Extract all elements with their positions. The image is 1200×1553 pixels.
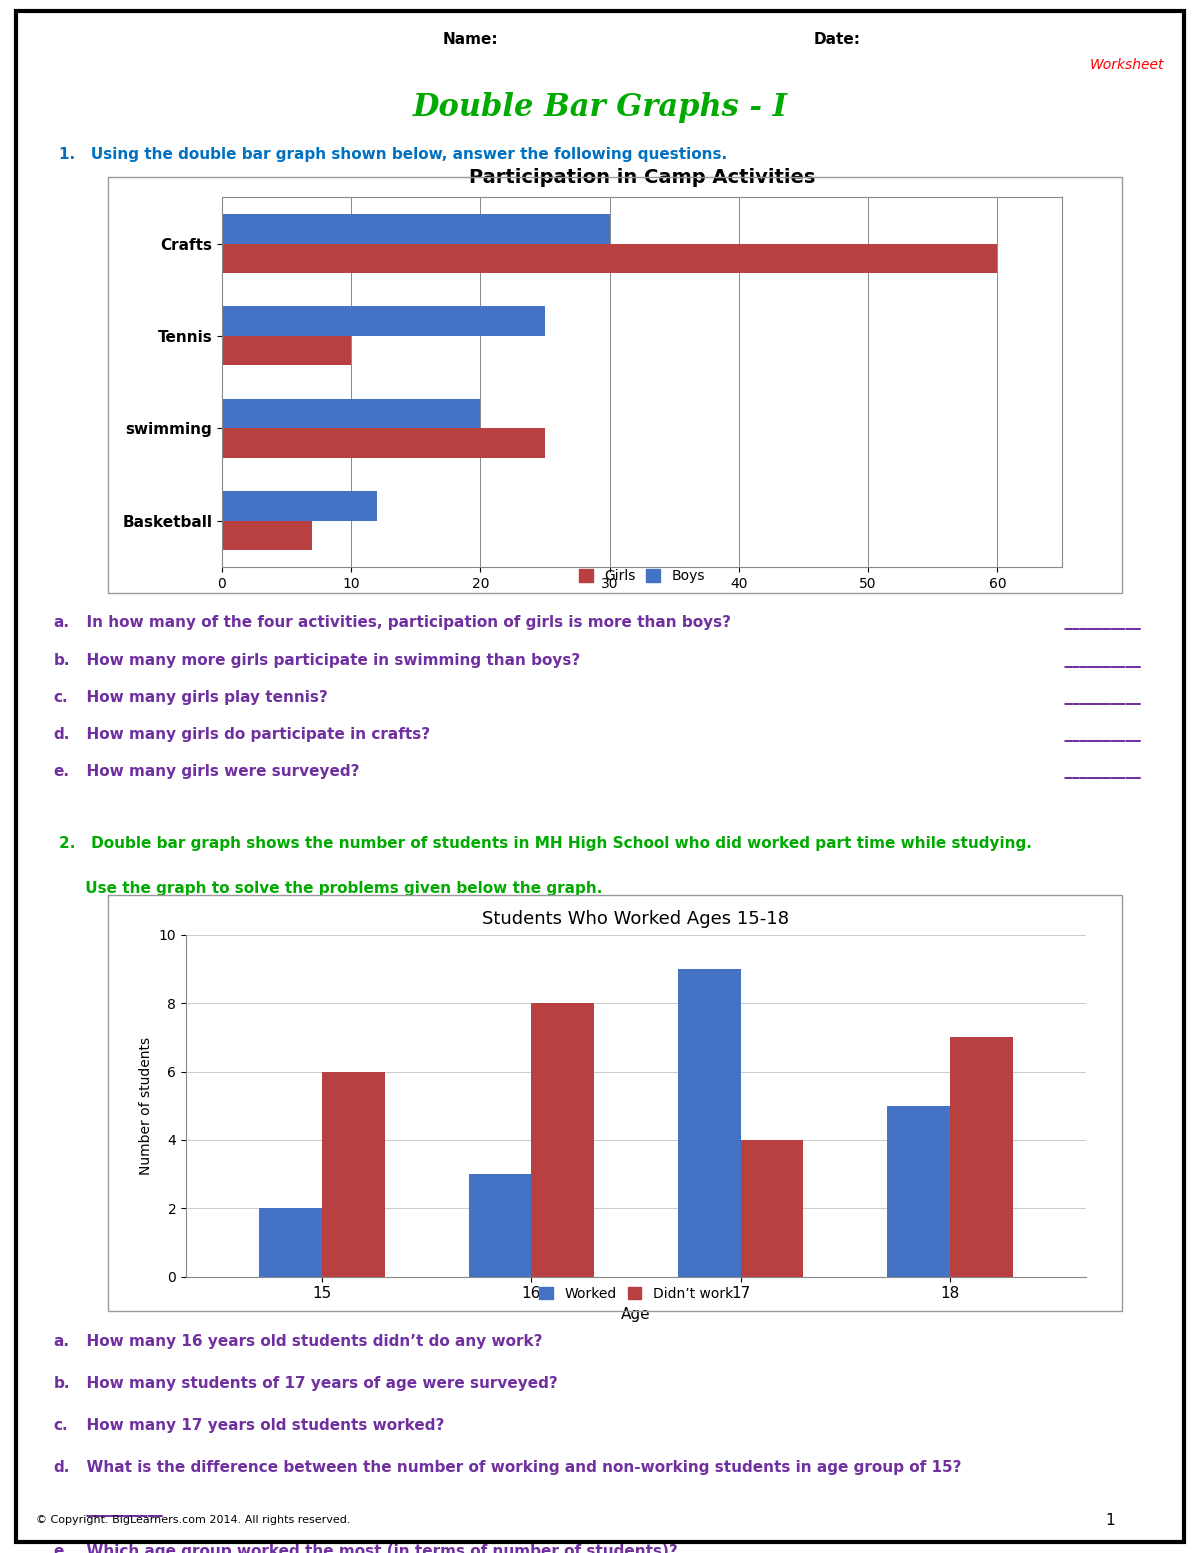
Text: c.: c. bbox=[54, 690, 68, 705]
Text: Date:: Date: bbox=[814, 33, 862, 47]
Text: c.: c. bbox=[54, 1418, 68, 1433]
Legend: Worked, Didn’t work: Worked, Didn’t work bbox=[539, 1286, 733, 1301]
Bar bbox=[222, 306, 545, 335]
Text: __________: __________ bbox=[76, 1502, 162, 1517]
Text: How many 16 years old students didn’t do any work?: How many 16 years old students didn’t do… bbox=[76, 1334, 542, 1350]
Text: a.: a. bbox=[54, 1334, 70, 1350]
Text: How many girls were surveyed?: How many girls were surveyed? bbox=[76, 764, 359, 780]
Text: __________: __________ bbox=[1055, 690, 1141, 705]
Text: How many students of 17 years of age were surveyed?: How many students of 17 years of age wer… bbox=[76, 1376, 557, 1391]
Text: 2.   Double bar graph shows the number of students in MH High School who did wor: 2. Double bar graph shows the number of … bbox=[59, 836, 1032, 851]
Text: a.: a. bbox=[54, 615, 70, 631]
Text: Use the graph to solve the problems given below the graph.: Use the graph to solve the problems give… bbox=[59, 881, 602, 896]
Text: Which age group worked the most (in terms of number of students)?: Which age group worked the most (in term… bbox=[76, 1544, 677, 1553]
Text: d.: d. bbox=[54, 1460, 70, 1475]
Bar bbox=[222, 520, 312, 550]
Text: Name:: Name: bbox=[443, 33, 498, 47]
Bar bbox=[259, 1208, 322, 1277]
Title: Students Who Worked Ages 15-18: Students Who Worked Ages 15-18 bbox=[482, 910, 790, 927]
Text: __________: __________ bbox=[1055, 615, 1141, 631]
Text: e.: e. bbox=[54, 1544, 70, 1553]
Text: © Copyright. BigLearners.com 2014. All rights reserved.: © Copyright. BigLearners.com 2014. All r… bbox=[36, 1516, 350, 1525]
Text: In how many of the four activities, participation of girls is more than boys?: In how many of the four activities, part… bbox=[76, 615, 731, 631]
Text: What is the difference between the number of working and non-working students in: What is the difference between the numbe… bbox=[76, 1460, 961, 1475]
Text: e.: e. bbox=[54, 764, 70, 780]
Bar bbox=[222, 399, 480, 429]
Text: b.: b. bbox=[54, 652, 70, 668]
Text: Double Bar Graphs - I: Double Bar Graphs - I bbox=[413, 92, 787, 123]
Y-axis label: Number of students: Number of students bbox=[139, 1037, 154, 1174]
Text: Worksheet: Worksheet bbox=[1090, 57, 1164, 73]
Text: How many girls play tennis?: How many girls play tennis? bbox=[76, 690, 328, 705]
Bar bbox=[222, 429, 545, 458]
Text: 1: 1 bbox=[1105, 1513, 1115, 1528]
Bar bbox=[532, 1003, 594, 1277]
Bar bbox=[222, 244, 997, 273]
Bar bbox=[950, 1037, 1013, 1277]
Text: b.: b. bbox=[54, 1376, 70, 1391]
Bar bbox=[740, 1140, 804, 1277]
X-axis label: Age: Age bbox=[622, 1306, 650, 1322]
Bar bbox=[678, 969, 740, 1277]
Legend: Girls, Boys: Girls, Boys bbox=[580, 568, 704, 584]
Title: Participation in Camp Activities: Participation in Camp Activities bbox=[469, 168, 815, 188]
Text: __________: __________ bbox=[1055, 652, 1141, 668]
Bar bbox=[887, 1106, 950, 1277]
Bar bbox=[222, 335, 352, 365]
Text: How many more girls participate in swimming than boys?: How many more girls participate in swimm… bbox=[76, 652, 580, 668]
Text: __________: __________ bbox=[1055, 727, 1141, 742]
Bar bbox=[222, 214, 610, 244]
Text: How many 17 years old students worked?: How many 17 years old students worked? bbox=[76, 1418, 444, 1433]
Bar bbox=[322, 1072, 385, 1277]
Bar bbox=[468, 1174, 532, 1277]
Text: d.: d. bbox=[54, 727, 70, 742]
Text: 1.   Using the double bar graph shown below, answer the following questions.: 1. Using the double bar graph shown belo… bbox=[59, 148, 727, 162]
Text: How many girls do participate in crafts?: How many girls do participate in crafts? bbox=[76, 727, 430, 742]
Text: __________: __________ bbox=[1055, 764, 1141, 780]
Bar bbox=[222, 491, 377, 520]
